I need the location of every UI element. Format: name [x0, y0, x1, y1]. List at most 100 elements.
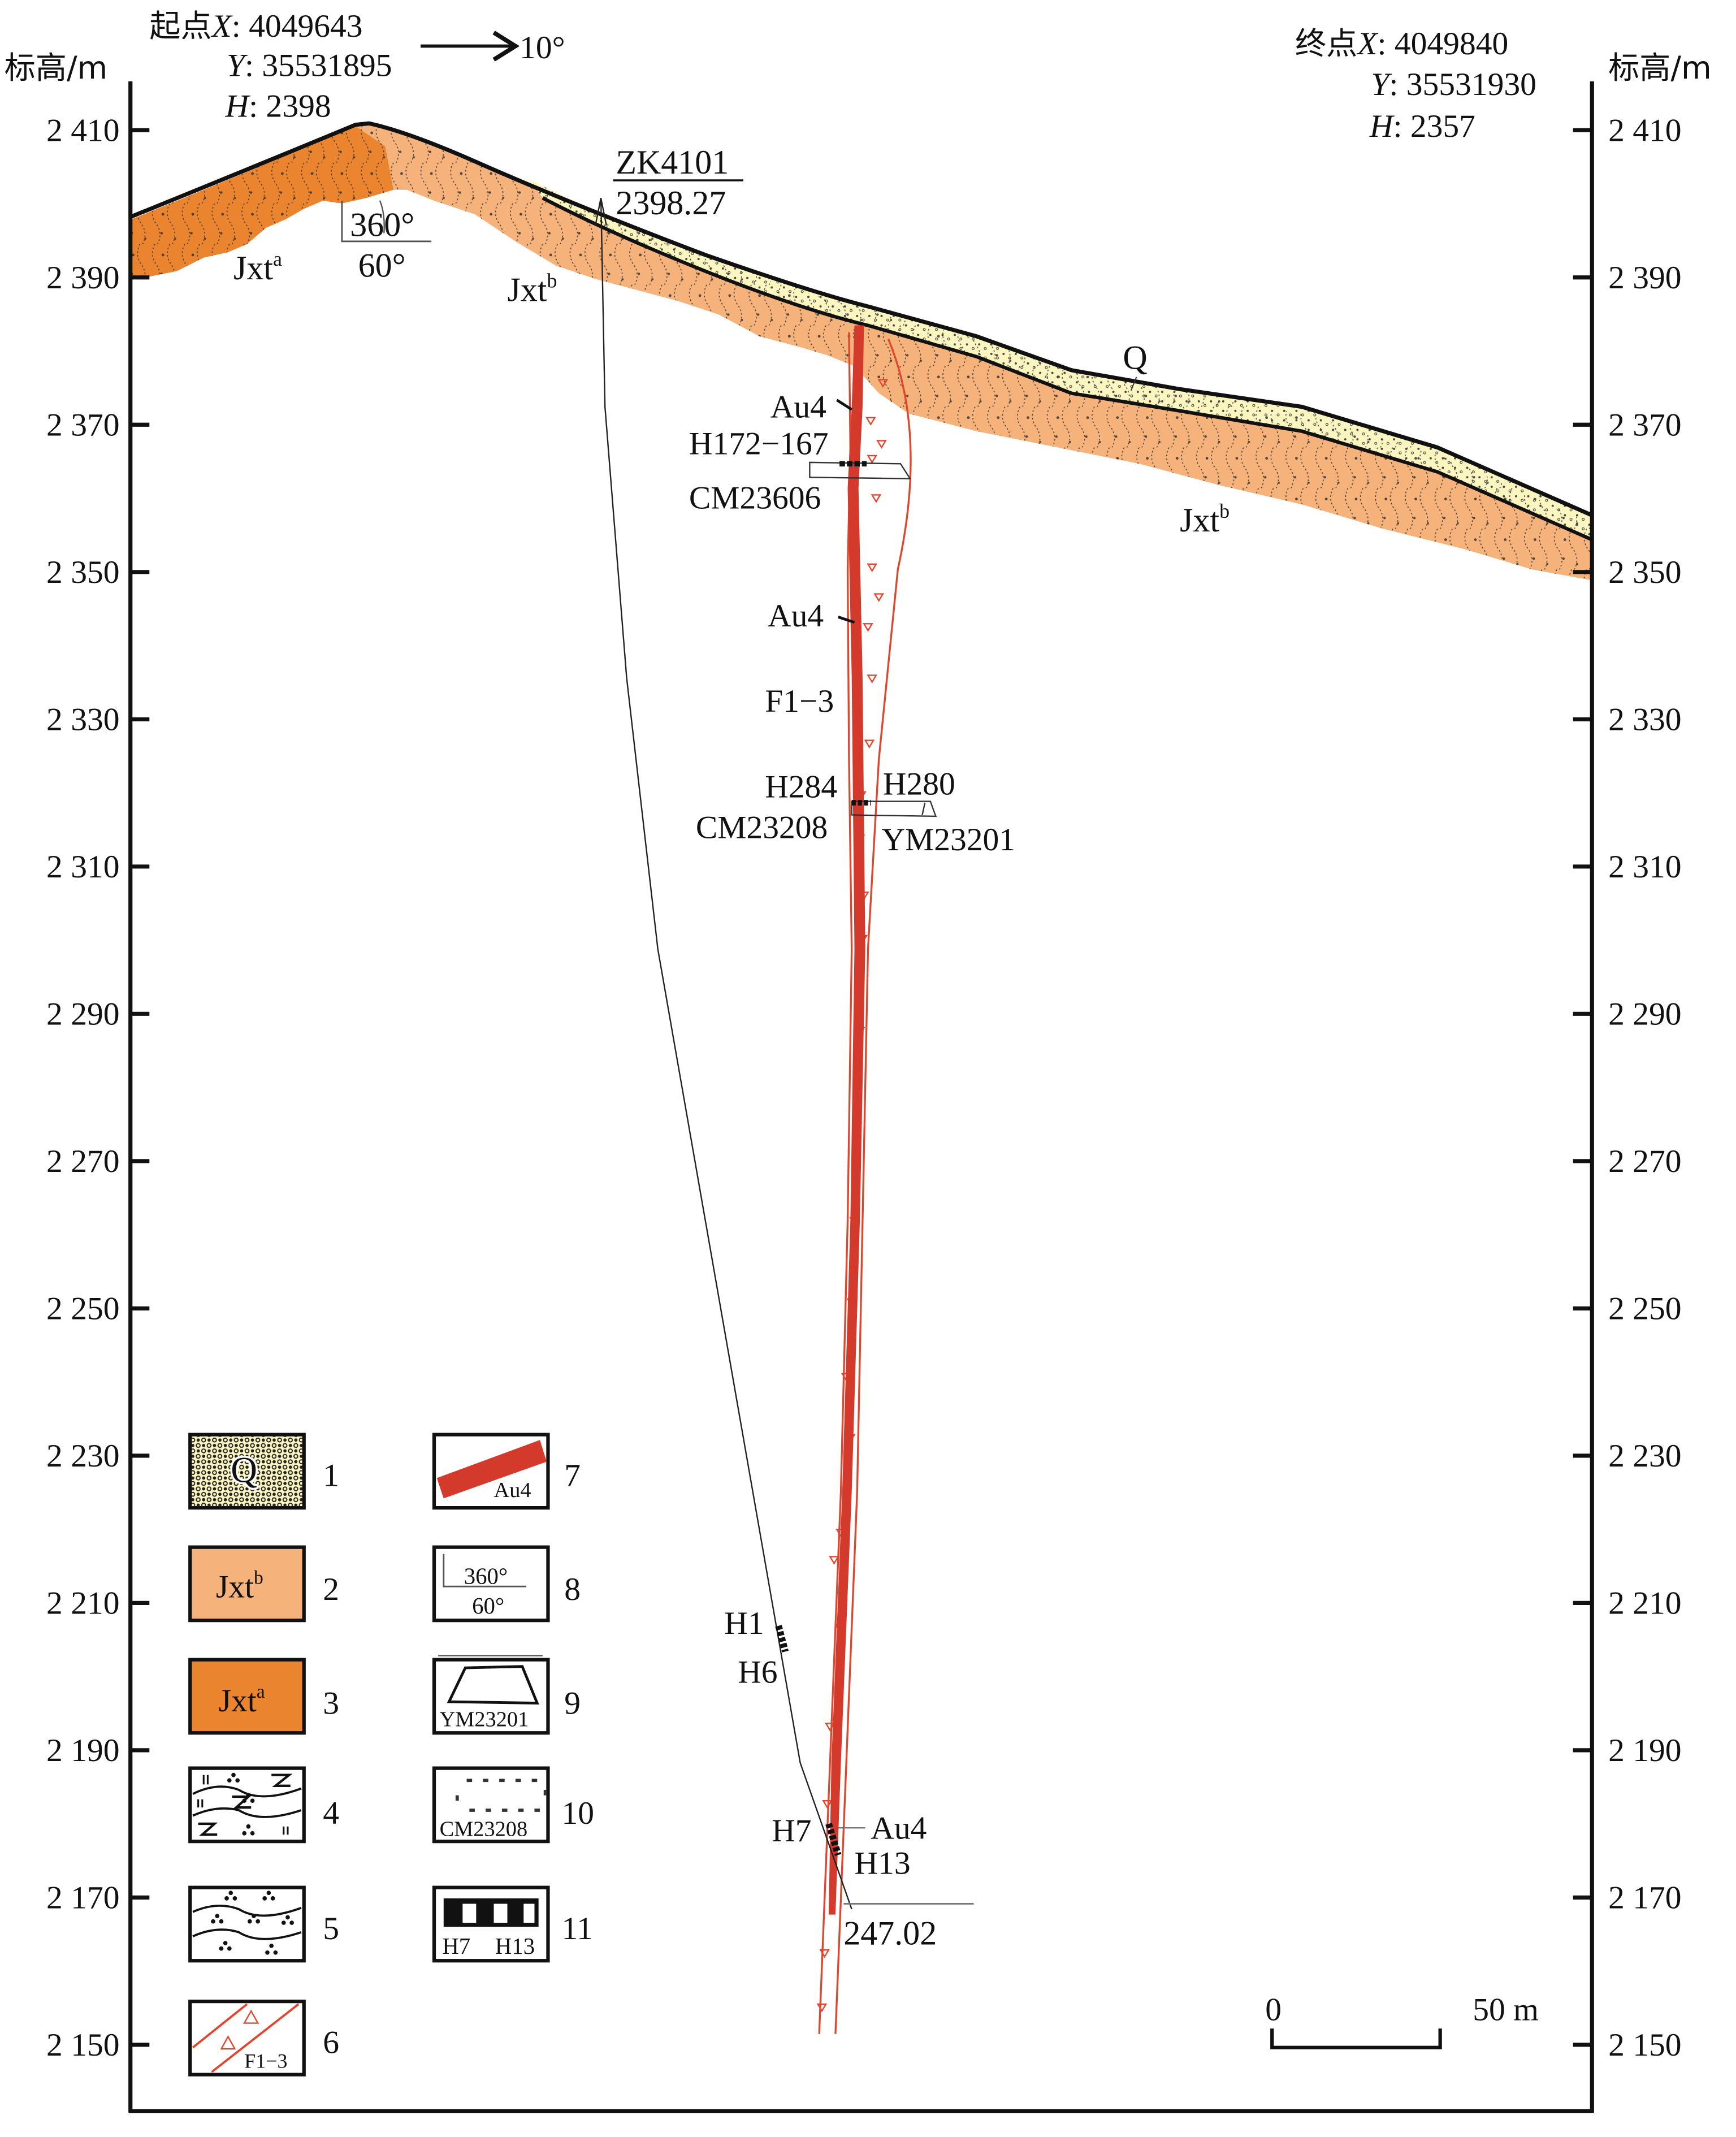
legend-symbol-jxta: Jxta — [219, 1681, 265, 1719]
left-axis-ticks: 2 410 2 390 2 370 2 350 2 330 2 310 2 290 2 270… — [46, 113, 150, 2063]
direction-indicator: 10° — [421, 30, 565, 66]
right-axis-ticks: 2 410 2 390 2 370 2 350 2 330 2 310 2 290 2 270… — [1573, 113, 1682, 2063]
label-h13: H13 — [855, 1846, 911, 1881]
breccia-triangle — [822, 1799, 833, 1809]
label-h280: H280 — [883, 767, 955, 802]
breccia-triangle — [819, 1949, 830, 1958]
legend-adit-shape — [447, 1665, 539, 1705]
drill-hole-name: ZK4101 — [616, 144, 729, 181]
right-tick-label: 2 370 — [1608, 407, 1681, 443]
right-tick-label: 2 230 — [1608, 1438, 1681, 1474]
legend-pattern-4 — [192, 1785, 302, 1818]
label-h284: H284 — [765, 769, 837, 804]
label-ym23201: YM23201 — [881, 822, 1015, 858]
legend-symbol-ym23201: YM23201 — [440, 1707, 529, 1731]
left-tick-label: 2 270 — [46, 1144, 119, 1179]
frame — [128, 81, 1594, 2114]
legend-strike: 360° — [464, 1563, 508, 1589]
legend-number-6: 6 — [323, 2024, 339, 2060]
legend-ore-bar — [436, 1440, 547, 1499]
breccia-triangle — [825, 1723, 835, 1732]
legend-item-8: 360° 60° 8 — [432, 1545, 581, 1623]
legend-number-1: 1 — [323, 1458, 339, 1494]
breccia-triangle — [863, 623, 873, 632]
end-point-line-h: H: 2357 — [1369, 109, 1475, 144]
drill-hole-zk4101: ZK4101 2398.27 247.02 — [595, 144, 974, 1952]
drill-collar-elevation: 2398.27 — [616, 184, 726, 222]
topographic-surface — [130, 121, 1592, 517]
label-au4-mid: Au4 — [768, 598, 824, 634]
label-jxtb-right: Jxtb — [1180, 500, 1230, 539]
legend-number-9: 9 — [564, 1686, 581, 1721]
left-axis-title: 标高/m — [5, 50, 108, 86]
label-q: Q — [1123, 339, 1147, 376]
right-tick-label: 2 390 — [1608, 260, 1681, 296]
right-tick-label: 2 250 — [1608, 1291, 1681, 1327]
workings — [809, 461, 937, 817]
legend-number-3: 3 — [323, 1686, 339, 1721]
legend-item-10: CM23208 10 — [432, 1766, 594, 1844]
q-base-line — [542, 196, 1592, 542]
legend-number-2: 2 — [323, 1572, 339, 1607]
legend-symbol-f1-3: F1−3 — [244, 2050, 287, 2073]
legend-dip: 60° — [472, 1593, 504, 1619]
right-tick-label: 2 150 — [1608, 2027, 1681, 2063]
legend-trench-shape — [455, 1779, 547, 1812]
trench-cm23606 — [809, 461, 912, 479]
start-point-info: 起点X: 4049643 Y: 35531895 H: 2398 — [149, 8, 392, 124]
right-axis-title: 标高/m — [1608, 50, 1712, 86]
attitude-dip: 60° — [358, 246, 406, 284]
right-tick-label: 2 310 — [1608, 849, 1681, 885]
breccia-triangle — [873, 593, 885, 602]
breccia-triangle — [867, 455, 878, 464]
legend-number-11: 11 — [561, 1911, 592, 1946]
label-cm23208: CM23208 — [696, 810, 828, 845]
label-h1: H1 — [724, 1606, 764, 1641]
legend-number-8: 8 — [564, 1572, 581, 1607]
drill-depth-label: 247.02 — [843, 1914, 937, 1952]
label-h7: H7 — [772, 1813, 811, 1849]
end-point-line-y: Y: 35531930 — [1371, 67, 1536, 102]
legend-item-6: F1−3 6 — [188, 2000, 339, 2077]
legend-symbol-au4: Au4 — [494, 1478, 531, 1502]
label-h6: H6 — [738, 1655, 777, 1690]
right-tick-label: 2 170 — [1608, 1880, 1681, 1916]
right-tick-label: 2 350 — [1608, 555, 1681, 590]
left-tick-label: 2 230 — [46, 1438, 119, 1474]
scale-bar-end: 50 m — [1473, 1992, 1539, 2028]
sample-interval-h1-h6 — [775, 1625, 789, 1653]
adit-ym23201 — [851, 801, 937, 817]
legend-item-7: Au4 7 — [432, 1433, 581, 1510]
breccia-triangle — [864, 739, 875, 749]
legend-item-1: Q 1 — [188, 1433, 339, 1510]
attitude-symbol — [341, 200, 432, 243]
legend-item-9: YM23201 9 — [432, 1655, 581, 1735]
breccia-triangle — [867, 563, 878, 573]
breccia-triangle — [876, 440, 887, 449]
legend-item-11: H7 H13 11 — [432, 1885, 593, 1963]
scale-bar-line — [1270, 2028, 1442, 2049]
legend-item-2: Jxtb 2 — [188, 1545, 339, 1623]
arrow-right-icon — [421, 31, 520, 62]
scale-bar: 0 50 m — [1265, 1992, 1539, 2049]
ore-body-au4 — [828, 325, 865, 1915]
legend-sample-left: H7 — [442, 1933, 470, 1959]
left-tick-label: 2 150 — [46, 2027, 119, 2063]
label-h172-167: H172−167 — [689, 426, 829, 461]
legend-sample-right: H13 — [495, 1933, 535, 1959]
legend-pattern-5 — [192, 1904, 302, 1940]
scale-bar-start: 0 — [1265, 1992, 1282, 2028]
left-tick-label: 2 310 — [46, 849, 119, 885]
legend-item-4: 4 — [188, 1766, 339, 1844]
breccia-triangle — [877, 379, 889, 388]
left-tick-label: 2 350 — [46, 555, 119, 590]
right-tick-label: 2 190 — [1608, 1733, 1681, 1768]
sample-interval-h7-h13 — [825, 1823, 842, 1856]
right-tick-label: 2 290 — [1608, 997, 1681, 1032]
left-tick-label: 2 290 — [46, 997, 119, 1032]
breccia-triangle — [816, 2003, 828, 2013]
right-tick-label: 2 410 — [1608, 113, 1681, 148]
left-tick-label: 2 250 — [46, 1291, 119, 1327]
breccia-triangle — [871, 494, 882, 503]
